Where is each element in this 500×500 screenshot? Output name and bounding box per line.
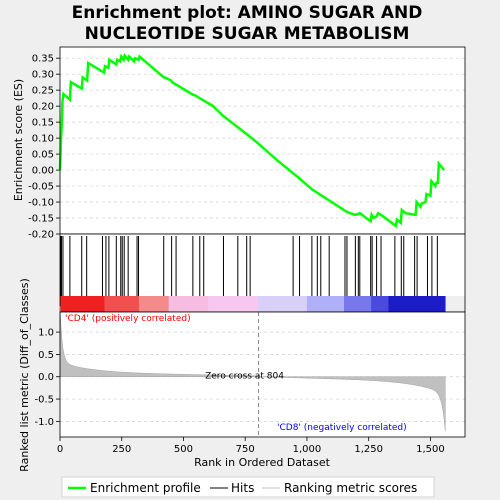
metric-y-tick-label: -0.5: [34, 395, 54, 406]
ranking-metric-area: [59, 306, 446, 432]
negative-correlation-label: 'CD8' (negatively correlated): [277, 423, 407, 433]
metric-y-axis-label: Ranked list metric (Diff_of_Classes): [18, 278, 31, 472]
zero-cross-label: Zero cross at 804: [205, 372, 284, 382]
x-tick-label: 1,000: [293, 444, 322, 455]
rank-bar-segment: [435, 296, 446, 312]
rank-bar-segment: [388, 296, 436, 312]
metric-panel-frame: [59, 311, 466, 438]
rank-bar-segment: [60, 296, 105, 312]
es-y-tick-label: 0.05: [32, 150, 54, 161]
rank-bar-segment: [139, 296, 169, 312]
rank-color-bar: [60, 296, 446, 312]
x-ticks: 0 250 500 750 1,000 1,250 1,500: [57, 437, 445, 455]
metric-y-tick-label: 0.0: [38, 372, 54, 383]
es-y-tick-label: 0.35: [32, 54, 54, 65]
metric-y-tick-label: 1.0: [38, 328, 54, 339]
chart-title-line-2: NUCLEOTIDE SUGAR METABOLISM: [85, 24, 410, 44]
rank-bar-segment: [104, 296, 140, 312]
legend-label-enrichment: Enrichment profile: [90, 481, 201, 495]
x-tick-label: 750: [236, 444, 255, 455]
x-tick-label: 0: [57, 444, 63, 455]
rank-bar-segment: [168, 296, 209, 312]
rank-bar-segment: [257, 296, 308, 312]
legend-box: [61, 476, 435, 498]
es-y-tick-label: 0.10: [32, 134, 54, 145]
rank-bar-segment: [371, 296, 389, 312]
legend-label-hits: Hits: [231, 481, 254, 495]
rank-bar-segment: [343, 296, 372, 312]
es-y-axis-label: Enrichment score (ES): [12, 79, 25, 201]
x-tick-label: 1,250: [354, 444, 383, 455]
es-y-ticks: -0.20 -0.15 -0.10 -0.05 0.00 0.05 0.10 0.15 0.20…: [28, 54, 60, 241]
x-tick-label: 250: [112, 444, 131, 455]
hits-panel-background: [60, 234, 465, 296]
es-y-tick-label: -0.05: [28, 182, 54, 193]
enrichment-profile-line: [58, 52, 446, 229]
es-y-tick-label: -0.10: [28, 198, 54, 209]
es-y-tick-label: -0.20: [28, 230, 54, 241]
hits-marks: [59, 236, 438, 296]
x-tick-label: 500: [174, 444, 193, 455]
es-grid: [60, 57, 465, 235]
rank-bar-segment: [306, 296, 345, 312]
es-y-tick-label: 0.30: [32, 70, 54, 81]
metric-y-tick-label: 0.5: [38, 350, 54, 361]
es-y-tick-label: 0.25: [32, 86, 54, 97]
es-y-tick-label: -0.15: [28, 214, 54, 225]
x-axis-label: Rank in Ordered Dataset: [194, 456, 331, 469]
rank-bar-segment: [208, 296, 258, 312]
es-y-tick-label: 0.00: [32, 166, 54, 177]
es-panel-background: [60, 47, 465, 234]
legend-label-ranking: Ranking metric scores: [284, 481, 417, 495]
x-tick-label: 1,500: [416, 444, 445, 455]
es-y-tick-label: 0.15: [32, 118, 54, 129]
chart-title-line-1: Enrichment plot: AMINO SUGAR AND: [72, 3, 423, 23]
positive-correlation-label: 'CD4' (positively correlated): [65, 314, 191, 324]
metric-y-tick-label: -1.0: [34, 417, 54, 428]
es-y-tick-label: 0.20: [32, 102, 54, 113]
metric-y-ticks: -1.0 -0.5 0.0 0.5 1.0: [34, 328, 60, 428]
